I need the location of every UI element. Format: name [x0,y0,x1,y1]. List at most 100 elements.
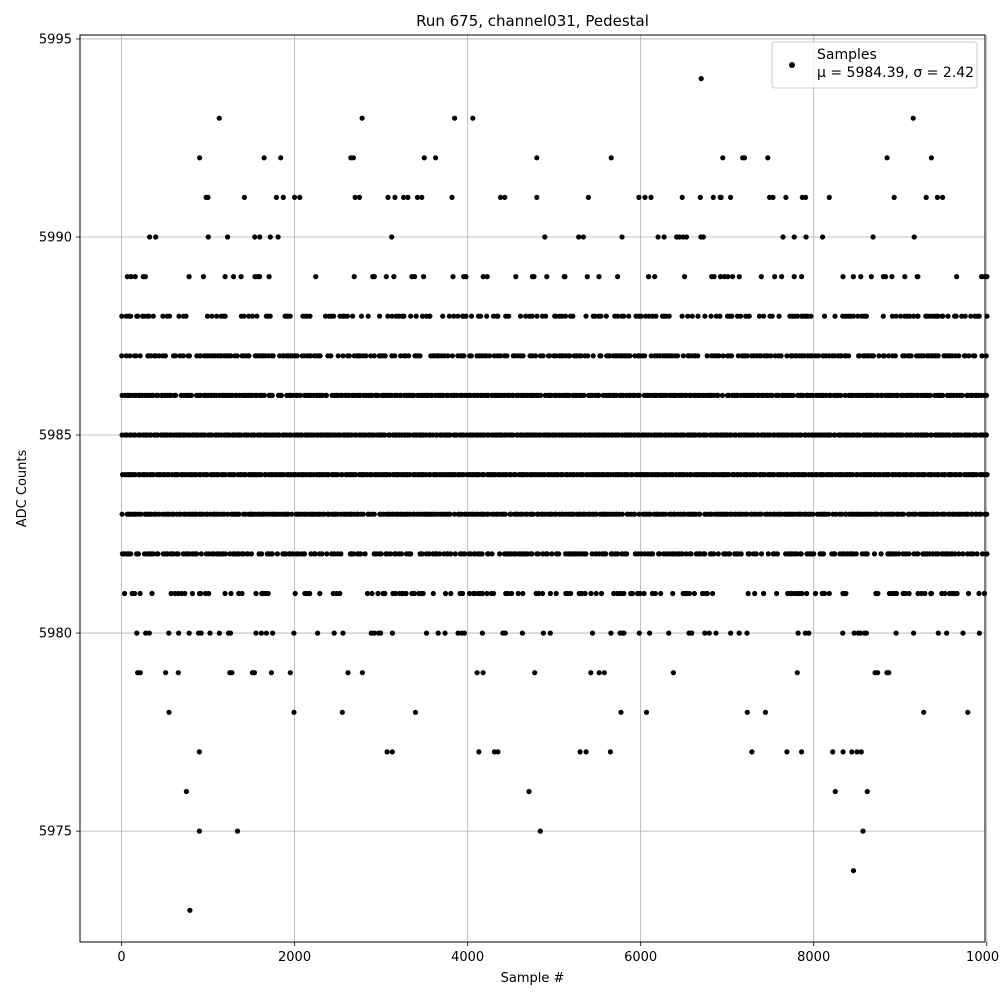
data-point [519,630,526,636]
data-point [915,313,921,319]
data-point [921,353,927,359]
data-point [362,551,368,557]
data-point [713,313,719,319]
data-point [146,630,152,636]
data-point [331,630,337,636]
data-point [553,590,559,597]
data-point [768,353,774,359]
data-point [168,590,174,597]
data-point [328,353,334,359]
data-point [204,472,210,478]
data-point [775,392,782,398]
y-axis-label: ADC Counts [15,450,30,528]
data-point [335,472,341,478]
data-point [744,353,750,359]
data-point [307,590,313,597]
data-point [744,709,750,715]
data-point [728,630,734,636]
data-point [543,313,549,319]
data-point [603,551,609,557]
data-point [876,353,882,359]
data-point [411,590,417,597]
data-point [350,155,356,161]
y-tick-label: 5990 [39,230,72,245]
data-point [758,274,764,280]
data-point [345,670,351,676]
data-point [123,353,129,359]
data-point [928,155,935,161]
data-point [150,313,156,319]
data-point [840,630,846,636]
data-point [965,709,971,715]
data-point [686,590,693,597]
data-point [652,274,658,280]
data-point [204,313,211,319]
data-point [868,274,874,280]
data-point [407,432,413,438]
data-point [324,551,330,557]
data-point [461,630,467,636]
legend-marker [789,62,795,68]
data-point [375,392,381,398]
data-point [717,313,723,319]
data-point [513,274,519,280]
data-point [156,353,162,359]
data-point [520,353,526,359]
data-point [544,551,550,557]
data-point [270,353,276,359]
data-point [746,313,752,319]
data-point [641,590,647,597]
data-point [580,234,587,240]
data-point [979,353,985,359]
data-point [384,749,390,755]
data-point [629,590,636,597]
data-point [413,313,419,319]
data-point [253,590,259,597]
data-point [889,274,895,280]
data-point [642,194,648,200]
data-point [268,670,274,676]
data-point [549,551,555,557]
data-point [728,194,734,200]
data-point [122,590,128,597]
data-point [234,353,240,359]
data-point [339,472,345,478]
data-point [717,274,724,280]
data-point [736,630,742,636]
data-point [502,511,508,517]
data-point [815,353,822,359]
data-point [570,313,576,319]
data-point [863,313,870,319]
data-point [358,551,364,557]
data-point [183,788,189,795]
data-point [479,590,485,597]
data-point [935,511,941,517]
data-point [556,551,562,557]
data-point [661,234,667,240]
data-point [278,155,284,161]
data-point [911,630,917,636]
data-point [529,313,535,319]
data-point [297,194,303,200]
data-point [430,590,436,597]
data-point [155,392,161,398]
data-point [984,274,990,280]
x-tick-label: 8000 [797,950,830,965]
x-axis-label: Sample # [501,971,565,986]
data-point [542,234,548,240]
data-point [911,234,917,240]
data-point [935,551,941,557]
data-point [531,274,537,280]
data-point [119,313,125,319]
data-point [974,551,980,557]
data-point [922,472,928,478]
data-point [562,313,569,319]
data-point [601,670,607,676]
data-point [778,353,784,359]
data-point [323,392,329,398]
data-point [984,472,990,478]
data-point [442,590,449,597]
data-point [146,313,152,319]
data-point [942,590,948,597]
data-point [589,630,596,636]
